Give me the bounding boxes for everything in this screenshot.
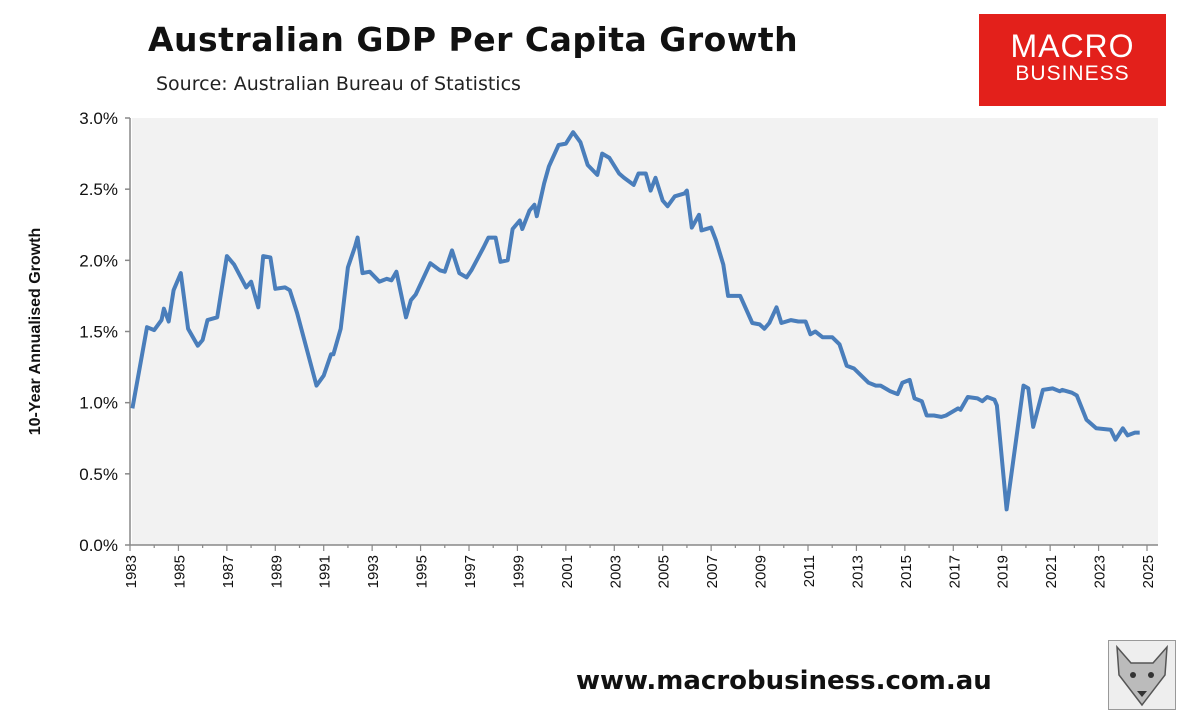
y-tick-label: 3.0% <box>79 109 118 128</box>
x-tick-label: 1995 <box>414 555 431 588</box>
wolf-logo-icon <box>1108 640 1176 710</box>
x-tick-label: 1993 <box>365 555 382 588</box>
x-tick-label: 2025 <box>1140 555 1157 588</box>
chart-source: Source: Australian Bureau of Statistics <box>156 73 521 95</box>
y-tick-label: 1.0% <box>79 394 118 413</box>
x-tick-label: 2003 <box>607 555 624 588</box>
x-tick-label: 1987 <box>220 555 237 588</box>
x-tick-label: 1985 <box>171 555 188 588</box>
x-tick-label: 2013 <box>849 555 866 588</box>
y-tick-label: 1.5% <box>79 323 118 342</box>
footer-url: www.macrobusiness.com.au <box>576 666 992 696</box>
x-tick-label: 2009 <box>753 555 770 588</box>
x-tick-label: 2011 <box>801 555 818 587</box>
macrobusiness-logo: MACRO BUSINESS <box>979 14 1166 106</box>
x-tick-label: 2007 <box>704 555 721 588</box>
chart-title: Australian GDP Per Capita Growth <box>148 20 799 59</box>
y-tick-label: 2.0% <box>79 251 118 270</box>
logo-line1: MACRO <box>1010 28 1135 64</box>
y-tick-label: 0.0% <box>79 536 118 555</box>
x-tick-label: 2001 <box>559 555 576 588</box>
x-tick-label: 2017 <box>946 555 963 588</box>
x-tick-label: 1997 <box>462 555 479 588</box>
series-line <box>130 130 1140 512</box>
x-tick-label: 1991 <box>317 555 334 588</box>
x-tick-label: 1983 <box>123 555 140 588</box>
x-tick-label: 2019 <box>995 555 1012 588</box>
x-tick-label: 2023 <box>1092 555 1109 588</box>
y-axis-label: 10-Year Annualised Growth <box>27 228 44 435</box>
x-tick-label: 1999 <box>510 555 527 588</box>
y-tick-label: 0.5% <box>79 465 118 484</box>
logo-line2: BUSINESS <box>1015 62 1130 85</box>
y-tick-label: 2.5% <box>79 180 118 199</box>
x-tick-label: 2021 <box>1043 555 1060 588</box>
x-tick-label: 2005 <box>656 555 673 588</box>
x-tick-label: 2015 <box>898 555 915 588</box>
x-tick-label: 1989 <box>268 555 285 588</box>
